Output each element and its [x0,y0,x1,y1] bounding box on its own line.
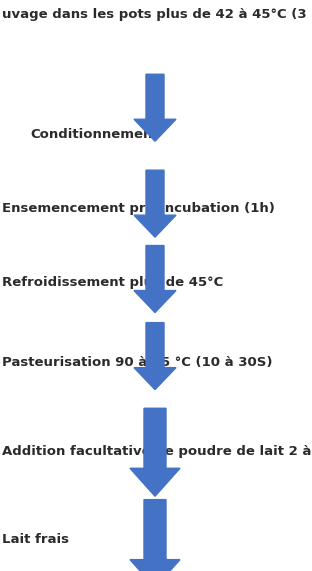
Polygon shape [134,246,176,312]
Text: Conditionnement: Conditionnement [30,128,158,140]
Text: uvage dans les pots plus de 42 à 45°C (3 à 4: uvage dans les pots plus de 42 à 45°C (3… [2,8,312,21]
Text: Pasteurisation 90 à 95 °C (10 à 30S): Pasteurisation 90 à 95 °C (10 à 30S) [2,356,272,369]
Polygon shape [130,408,180,496]
Text: Ensemencement pré-incubation (1h): Ensemencement pré-incubation (1h) [2,202,275,215]
Text: Addition facultative de poudre de lait 2 à 3%: Addition facultative de poudre de lait 2… [2,445,312,457]
Polygon shape [134,74,176,141]
Text: Refroidissement plus de 45°C: Refroidissement plus de 45°C [2,276,223,289]
Polygon shape [134,323,176,389]
Text: Lait frais: Lait frais [2,533,69,546]
Polygon shape [130,500,180,571]
Polygon shape [134,170,176,237]
